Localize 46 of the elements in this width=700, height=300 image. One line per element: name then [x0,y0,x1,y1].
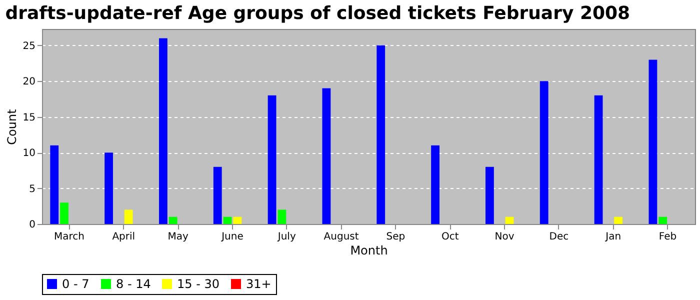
x-tick-label: Nov [494,232,514,242]
x-tick-label: June [220,232,244,242]
y-tick-label: 15 [22,112,36,124]
bar [648,60,658,224]
y-tick-label: 10 [22,148,36,160]
x-tick-label: Feb [658,232,677,242]
bar [322,88,331,224]
bar [50,145,59,224]
x-tick-label: Jan [604,232,622,242]
x-tick-label: Sep [386,232,406,242]
bar [60,202,68,224]
bar [223,216,232,224]
bar [158,38,168,224]
legend-label: 31+ [246,277,272,291]
y-tick-label: 0 [29,220,36,230]
bar [594,95,603,224]
legend-label: 8 - 14 [116,277,151,291]
bar [614,216,623,224]
x-tick-label: April [112,232,136,242]
y-tick-label: 25 [22,40,36,52]
x-tick-label: Oct [441,232,459,242]
bar [168,216,178,224]
x-tick-label: July [276,232,296,242]
x-tick-label: Dec [549,232,569,242]
x-tick-label: August [324,232,359,242]
bar [124,210,133,224]
y-tick-label: 5 [29,184,36,195]
bar [104,152,113,224]
bar [278,210,286,224]
bar [485,166,494,224]
x-axis-title: Month [350,244,388,258]
bar [431,145,440,224]
bar [268,95,276,224]
x-tick-label: March [54,232,84,242]
bar [540,81,548,224]
bar [233,216,242,224]
bar [376,45,386,224]
y-axis-title: Count [4,108,19,145]
bar [505,216,514,224]
chart-title: drafts-update-ref Age groups of closed tickets February 2008 [5,3,630,24]
legend-label: 0 - 7 [62,277,90,291]
x-tick-label: May [168,232,188,242]
legend-label: 15 - 30 [177,277,220,291]
bar [658,216,668,224]
y-tick-label: 20 [22,76,36,88]
bar [213,166,222,224]
